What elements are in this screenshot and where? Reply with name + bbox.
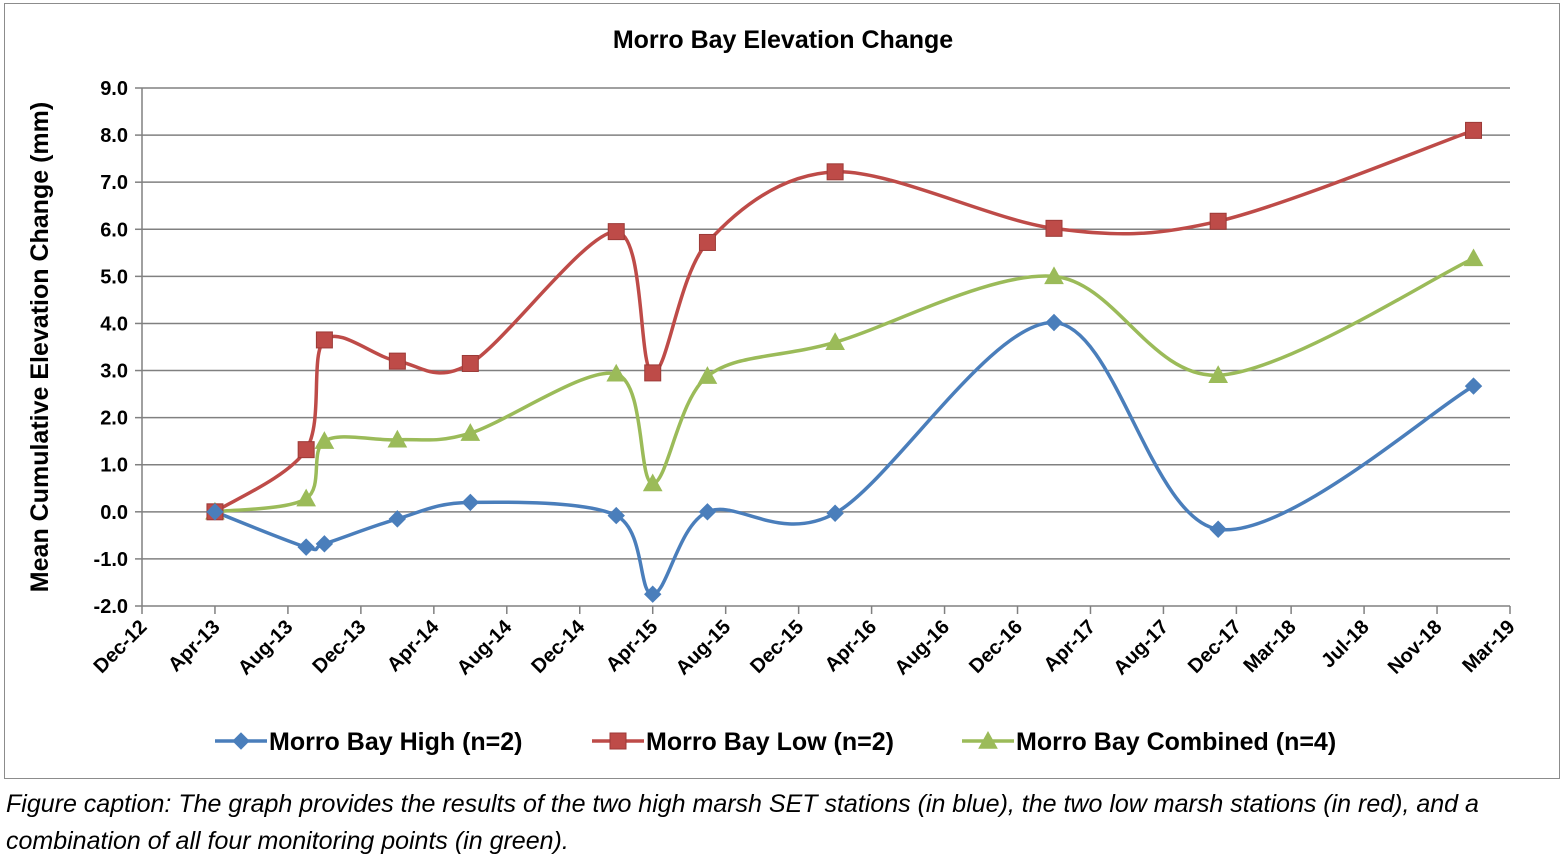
diamond-marker [698, 503, 717, 521]
y-tick-label: 9.0 [100, 78, 128, 100]
triangle-marker [642, 473, 663, 492]
triangle-marker [1463, 248, 1484, 267]
x-tick-label: Jul-18 [1317, 616, 1373, 672]
legend-label: Morro Bay Combined (n=4) [1016, 728, 1336, 756]
diamond-marker [315, 535, 334, 553]
x-tick-label: Dec-16 [965, 616, 1027, 678]
diamond-marker [1464, 377, 1483, 395]
x-tick-label: Aug-13 [234, 616, 297, 679]
x-tick-label: Dec-12 [90, 616, 152, 678]
x-tick-label: Aug-16 [891, 616, 954, 679]
diamond-marker [1209, 520, 1227, 538]
x-tick-label: Aug-17 [1109, 616, 1172, 679]
x-tick-label: Apr-14 [383, 615, 444, 676]
y-tick-label: 0.0 [100, 502, 128, 524]
x-tick-label: Apr-17 [1040, 616, 1100, 676]
series-line-triangle [214, 256, 1475, 514]
y-tick-label: -2.0 [94, 596, 128, 618]
diamond-marker [607, 506, 625, 525]
triangle-marker [460, 423, 481, 441]
x-tick-label: Nov-18 [1384, 616, 1447, 679]
square-marker [1045, 219, 1063, 237]
square-marker [297, 441, 315, 459]
diamond-marker [461, 493, 480, 512]
x-tick-label: Dec-15 [746, 616, 808, 678]
square-marker [315, 331, 333, 349]
square-marker [644, 364, 662, 382]
legend-square-marker [609, 732, 627, 750]
series-line-diamond [214, 320, 1475, 596]
triangle-marker [697, 366, 718, 384]
gridlines [135, 87, 1510, 607]
y-tick-label: 7.0 [100, 172, 128, 194]
legend-diamond-marker [232, 732, 250, 750]
figure-caption: Figure caption: The graph provides the r… [6, 790, 1479, 855]
series-markers [205, 121, 1484, 603]
diamond-marker [297, 538, 315, 556]
x-tick-label: Mar-19 [1458, 616, 1519, 677]
line-chart: Morro Bay Elevation Change Mean Cumulati… [26, 26, 1520, 756]
y-tick-label: 5.0 [100, 266, 128, 288]
legend-label: Morro Bay Low (n=2) [646, 728, 894, 756]
square-marker [607, 223, 625, 241]
diamond-marker [1045, 313, 1063, 332]
triangle-marker [606, 363, 627, 382]
x-tick-label: Aug-14 [453, 615, 517, 679]
y-tick-labels: -2.0 -1.0 0.0 1.0 2.0 3.0 4.0 5.0 6.0 7.0 8.0 9.0 [94, 78, 128, 618]
square-marker [826, 163, 844, 181]
y-tick-label: 1.0 [100, 455, 128, 477]
square-marker [1209, 212, 1227, 230]
y-axis-label: Mean Cumulative Elevation Change (mm) [26, 102, 54, 592]
x-tick-label: Mar-18 [1240, 616, 1301, 677]
diamond-marker [644, 585, 662, 603]
legend-label: Morro Bay High (n=2) [269, 728, 523, 756]
x-tick-label: Apr-13 [164, 616, 224, 676]
chart-title: Morro Bay Elevation Change [613, 26, 953, 54]
x-tick-label: Dec-14 [527, 615, 590, 678]
triangle-marker [1044, 266, 1064, 285]
y-tick-label: 4.0 [100, 313, 128, 335]
triangle-marker [314, 431, 335, 449]
x-tick-labels: Dec-12 Apr-13 Aug-13 Dec-13 Apr-14 Aug-14 Dec-… [90, 615, 1520, 679]
y-tick-label: 3.0 [100, 361, 128, 383]
legend-triangle-marker [978, 730, 998, 749]
triangle-marker [387, 429, 408, 448]
triangle-marker [1208, 365, 1229, 383]
y-tick-label: -1.0 [94, 549, 128, 571]
series-line-square [213, 128, 1475, 514]
diamond-marker [826, 504, 844, 522]
legend: Morro Bay High (n=2) Morro Bay Low (n=2) M… [215, 728, 1336, 756]
square-marker [698, 233, 716, 251]
square-marker [388, 352, 406, 370]
y-tick-label: 8.0 [100, 125, 128, 147]
square-marker [1465, 121, 1483, 139]
y-tick-label: 2.0 [100, 408, 128, 430]
x-tick-label: Dec-13 [308, 616, 370, 678]
diamond-marker [206, 503, 224, 521]
triangle-marker [825, 332, 845, 350]
diamond-marker [388, 510, 407, 528]
y-tick-label: 6.0 [100, 219, 128, 241]
chart-frame [4, 3, 1560, 779]
axes [141, 88, 1511, 614]
square-marker [461, 354, 479, 372]
x-tick-label: Apr-16 [821, 616, 881, 676]
x-tick-label: Apr-15 [602, 616, 662, 676]
x-tick-label: Aug-15 [672, 616, 735, 679]
triangle-marker [296, 488, 317, 507]
x-tick-label: Dec-17 [1184, 616, 1246, 678]
